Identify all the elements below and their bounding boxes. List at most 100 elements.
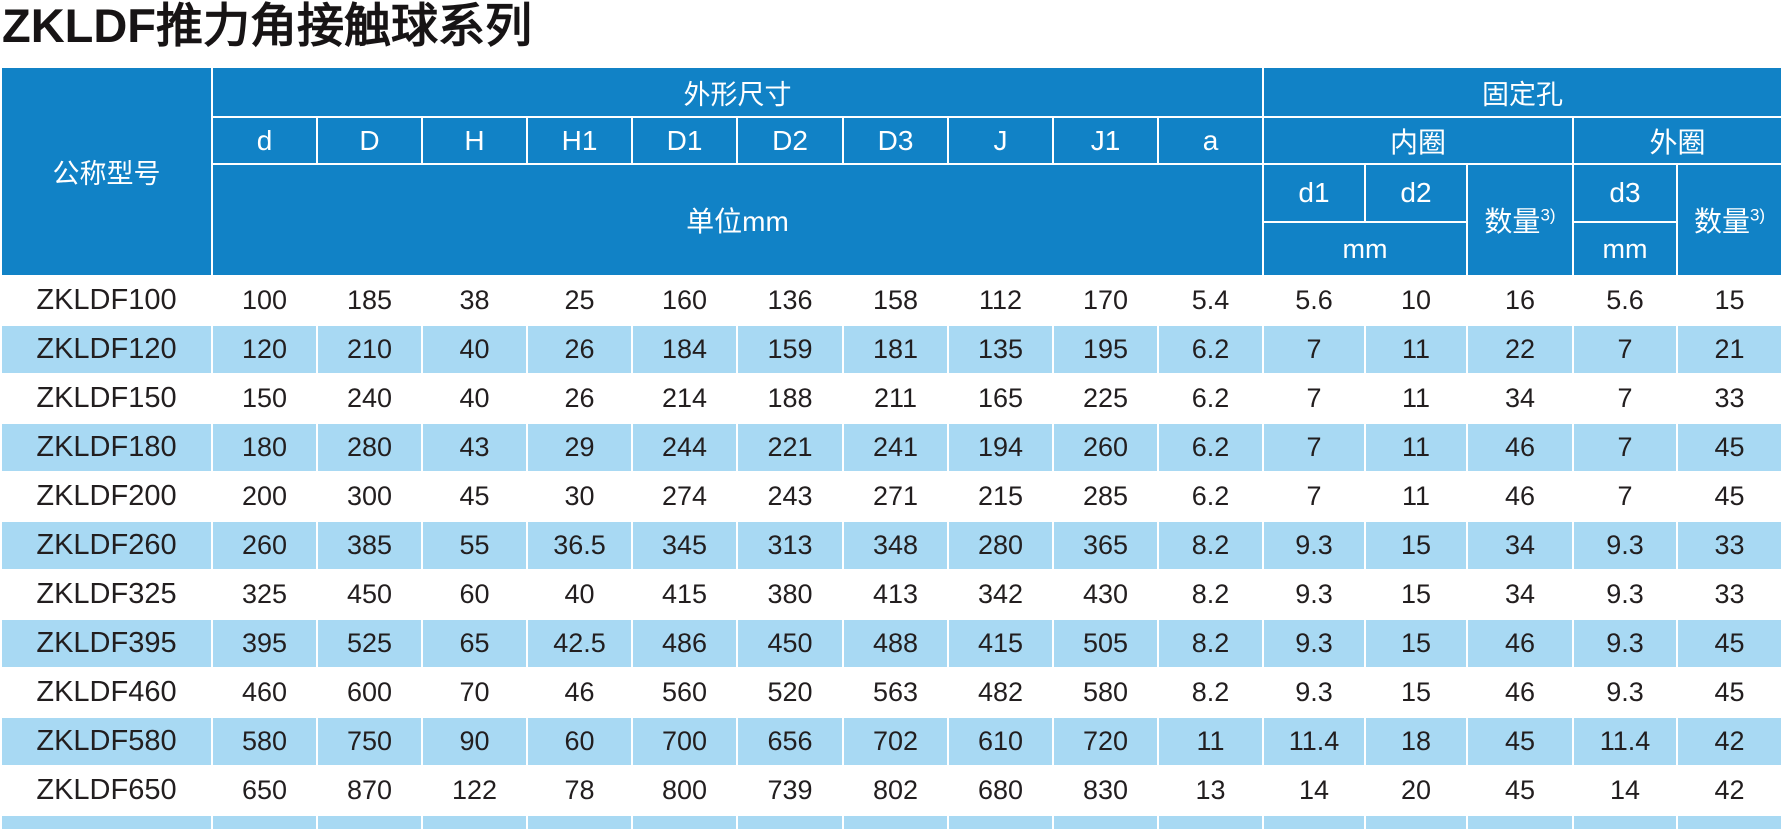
header-inner-mm: mm <box>1262 221 1468 277</box>
value-cell: 150 <box>211 373 318 424</box>
value-cell: 45 <box>1675 618 1781 669</box>
table-row: ZKLDF100 100 185 38 25 160 136 158 112 170 5.4 5.6 1… <box>0 275 1781 326</box>
value-cell: 580 <box>1052 667 1159 718</box>
table-row: ZKLDF150 150 240 40 26 214 188 211 165 225 6.2 7 11 3… <box>0 373 1781 424</box>
header-group-row: 公称型号 外形尺寸 固定孔 <box>0 66 1781 277</box>
value-cell: 180 <box>211 422 318 473</box>
value-cell: 60 <box>421 569 528 620</box>
qty-superscript: 3) <box>1749 205 1766 225</box>
value-cell: 135 <box>947 324 1054 375</box>
value-cell: 10 <box>1364 275 1468 326</box>
value-cell: 505 <box>1052 618 1159 669</box>
value-cell: 802 <box>842 765 949 816</box>
value-cell: 42 <box>1675 765 1781 816</box>
value-cell: 40 <box>526 569 633 620</box>
value-cell: 65 <box>421 618 528 669</box>
value-cell: 430 <box>1052 569 1159 620</box>
value-cell: 30 <box>526 471 633 522</box>
value-cell: 260 <box>1052 422 1159 473</box>
header-model: 公称型号 <box>0 66 213 277</box>
value-cell: 42.5 <box>526 618 633 669</box>
header-col-J1: J1 <box>1052 116 1159 165</box>
header-dims-group: 外形尺寸 <box>211 66 1264 118</box>
value-cell: 365 <box>1052 520 1159 571</box>
value-cell: 45 <box>1675 667 1781 718</box>
partial-cell <box>947 814 1054 829</box>
value-cell: 11 <box>1364 422 1468 473</box>
value-cell: 7 <box>1572 324 1678 375</box>
value-cell: 460 <box>211 667 318 718</box>
value-cell: 78 <box>526 765 633 816</box>
qty-superscript: 3) <box>1540 205 1556 225</box>
value-cell: 5.6 <box>1572 275 1678 326</box>
value-cell: 36.5 <box>526 520 633 571</box>
value-cell: 46 <box>1466 667 1574 718</box>
value-cell: 122 <box>421 765 528 816</box>
table-row: ZKLDF460 460 600 70 46 560 520 563 482 580 8.2 9.3 1… <box>0 667 1781 718</box>
value-cell: 380 <box>736 569 844 620</box>
value-cell: 215 <box>947 471 1054 522</box>
table-body: ZKLDF100 100 185 38 25 160 136 158 112 170 5.4 5.6 1… <box>0 275 1781 829</box>
value-cell: 650 <box>211 765 318 816</box>
value-cell: 8.2 <box>1157 618 1264 669</box>
bearing-spec-table: 公称型号 外形尺寸 固定孔 d D H H1 D1 D2 D3 J J1 a 内… <box>0 66 1781 829</box>
value-cell: 40 <box>421 324 528 375</box>
model-cell: ZKLDF650 <box>0 765 213 816</box>
value-cell: 194 <box>947 422 1054 473</box>
value-cell: 210 <box>316 324 423 375</box>
value-cell: 7 <box>1572 373 1678 424</box>
header-col-qty-outer: 数量3) <box>1675 163 1781 277</box>
model-cell: ZKLDF325 <box>0 569 213 620</box>
value-cell: 385 <box>316 520 423 571</box>
value-cell: 33 <box>1675 569 1781 620</box>
table-row: ZKLDF120 120 210 40 26 184 159 181 135 195 6.2 7 11 2… <box>0 324 1781 375</box>
partial-cell <box>1262 814 1366 829</box>
value-cell: 7 <box>1572 422 1678 473</box>
value-cell: 214 <box>631 373 738 424</box>
partial-cell <box>1675 814 1781 829</box>
value-cell: 720 <box>1052 716 1159 767</box>
value-cell: 46 <box>526 667 633 718</box>
value-cell: 46 <box>1466 618 1574 669</box>
header-col-H: H <box>421 116 528 165</box>
header-columns-row: d D H H1 D1 D2 D3 J J1 a 内圈 外圈 <box>1 116 1781 165</box>
qty-label: 数量 <box>1484 206 1541 237</box>
value-cell: 8.2 <box>1157 520 1264 571</box>
value-cell: 395 <box>211 618 318 669</box>
value-cell: 11.4 <box>1262 716 1366 767</box>
value-cell: 15 <box>1364 569 1468 620</box>
header-col-D1: D1 <box>631 116 738 165</box>
value-cell: 280 <box>316 422 423 473</box>
value-cell: 211 <box>842 373 949 424</box>
value-cell: 22 <box>1466 324 1574 375</box>
partial-cell <box>526 814 633 829</box>
value-cell: 200 <box>211 471 318 522</box>
value-cell: 300 <box>316 471 423 522</box>
value-cell: 9.3 <box>1572 667 1678 718</box>
value-cell: 6.2 <box>1157 422 1264 473</box>
partial-cell <box>421 814 528 829</box>
header-col-H1: H1 <box>526 116 633 165</box>
value-cell: 45 <box>421 471 528 522</box>
partial-cell <box>1572 814 1678 829</box>
value-cell: 9.3 <box>1572 569 1678 620</box>
value-cell: 15 <box>1364 618 1468 669</box>
value-cell: 160 <box>631 275 738 326</box>
value-cell: 271 <box>842 471 949 522</box>
partial-cell <box>736 814 844 829</box>
value-cell: 9.3 <box>1262 520 1366 571</box>
model-cell: ZKLDF200 <box>0 471 213 522</box>
partial-cell <box>1466 814 1574 829</box>
value-cell: 21 <box>1675 324 1781 375</box>
value-cell: 25 <box>526 275 633 326</box>
value-cell: 16 <box>1466 275 1574 326</box>
value-cell: 158 <box>842 275 949 326</box>
value-cell: 26 <box>526 324 633 375</box>
value-cell: 15 <box>1675 275 1781 326</box>
value-cell: 11 <box>1364 373 1468 424</box>
value-cell: 184 <box>631 324 738 375</box>
header-col-D: D <box>316 116 423 165</box>
value-cell: 33 <box>1675 520 1781 571</box>
partial-cell <box>1052 814 1159 829</box>
